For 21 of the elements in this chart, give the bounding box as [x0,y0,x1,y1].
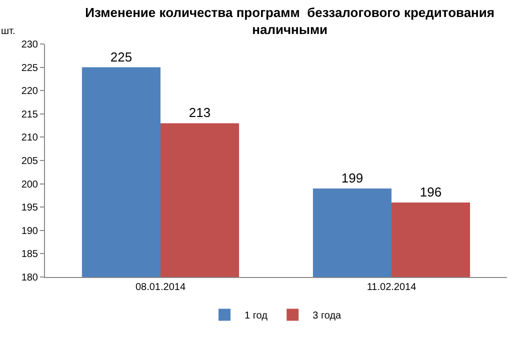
y-tick-label: 230 [21,40,38,50]
legend-label: 3 года [312,310,342,322]
y-tick-label: 215 [21,109,38,120]
y-axis-title: шт. [1,26,16,37]
y-tick-label: 190 [21,226,38,237]
data-label: 196 [420,184,442,200]
y-tick-label: 210 [21,132,38,144]
chart-title: Изменение количества программ беззалогового кредитования наличными [85,5,495,37]
data-label: 225 [110,49,132,64]
legend-label: 1 год [244,310,268,322]
y-tick-label: 185 [21,249,38,260]
x-tick-label: 08.01.2014 [135,282,186,293]
y-tick-label: 195 [21,202,38,214]
x-tick-label: 11.02.2014 [366,282,417,293]
y-tick-label: 180 [21,272,38,284]
y-tick-label: 220 [21,86,38,98]
y-tick-label: 225 [21,62,38,74]
y-tick-label: 205 [21,156,38,167]
y-tick-label: 200 [21,179,38,190]
data-label: 213 [188,105,211,120]
data-label: 199 [341,170,364,186]
